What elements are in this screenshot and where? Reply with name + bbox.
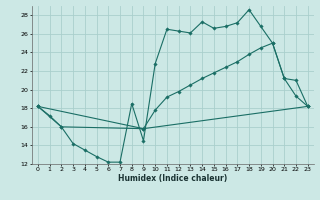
X-axis label: Humidex (Indice chaleur): Humidex (Indice chaleur)	[118, 174, 228, 183]
